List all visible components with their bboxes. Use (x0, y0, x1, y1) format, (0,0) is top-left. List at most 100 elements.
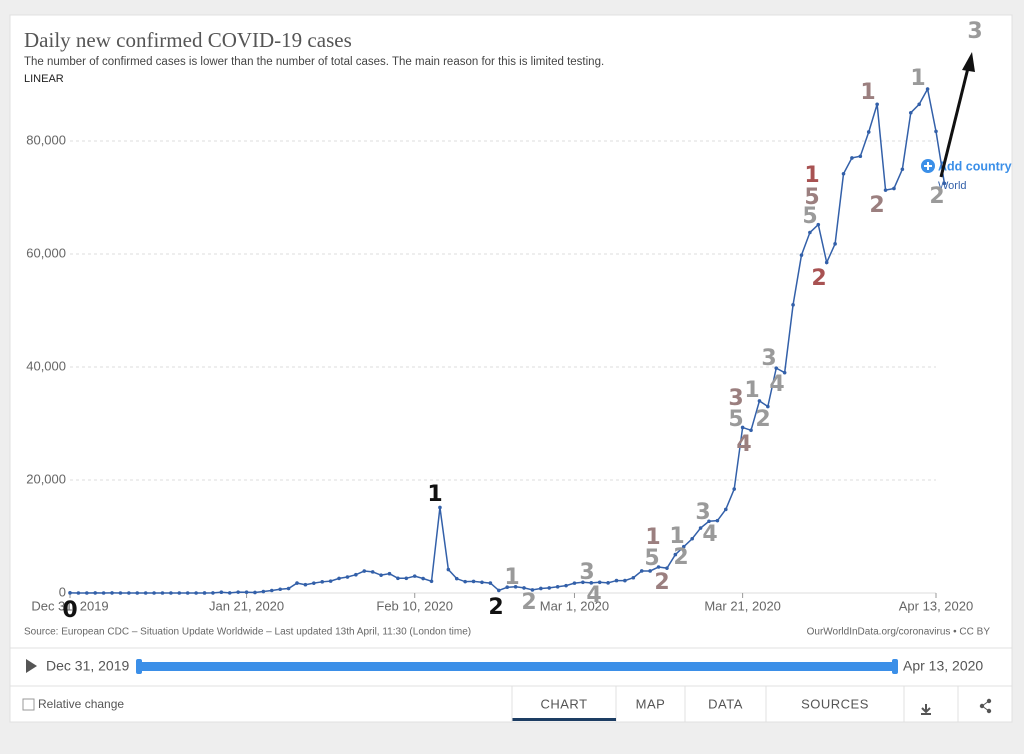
point (572, 581, 577, 585)
point (463, 579, 467, 584)
point (429, 579, 434, 584)
point (631, 575, 636, 580)
point (471, 579, 476, 584)
timeline-start: Dec 31, 2019 (46, 658, 129, 674)
point (648, 569, 652, 573)
annotation: 1 (910, 66, 925, 91)
x-tick-label: Jan 21, 2020 (209, 598, 284, 613)
y-tick-label: 40,000 (26, 358, 66, 373)
annotation: 5 (804, 185, 819, 210)
point (320, 580, 325, 584)
point (421, 576, 425, 581)
point (892, 186, 896, 191)
add-country[interactable]: Add country (938, 159, 1012, 173)
point (522, 586, 526, 590)
point (917, 102, 921, 107)
point (900, 167, 905, 172)
point (833, 242, 837, 246)
point (177, 591, 182, 595)
arrow-head (962, 52, 975, 72)
point (656, 565, 661, 569)
point (480, 580, 484, 585)
point (766, 404, 770, 409)
point (185, 591, 190, 595)
y-tick-label: 60,000 (26, 245, 66, 260)
point (227, 591, 232, 595)
add-icon-plus (924, 162, 932, 170)
annotation: 2 (929, 184, 944, 209)
point (93, 591, 98, 595)
relative-change[interactable]: Relative change (38, 697, 124, 711)
point (690, 536, 694, 541)
point (160, 591, 165, 595)
scale-toggle[interactable]: LINEAR (24, 73, 64, 85)
annotation: 2 (869, 193, 884, 218)
annotation: 5 (728, 407, 743, 432)
annotation: 4 (769, 372, 784, 397)
timeline-track[interactable] (138, 662, 896, 671)
point (883, 188, 888, 192)
x-tick-label: Feb 10, 2020 (376, 598, 453, 613)
point (791, 303, 795, 307)
point (698, 526, 703, 530)
y-tick-label: 0 (59, 584, 66, 599)
point (454, 576, 459, 581)
timeline-handle[interactable] (892, 659, 898, 674)
point (295, 581, 299, 585)
card (9, 14, 1013, 723)
point (219, 590, 224, 595)
point (261, 589, 266, 594)
tab[interactable]: SOURCES (801, 696, 869, 711)
annotation: 2 (673, 545, 688, 570)
point (774, 366, 779, 370)
point (547, 586, 552, 590)
point (286, 586, 291, 591)
point (312, 581, 316, 585)
point (665, 566, 669, 570)
annotation: 3 (579, 560, 594, 585)
point (925, 87, 930, 91)
tab[interactable]: MAP (636, 696, 666, 711)
point (934, 129, 938, 134)
timeline-end: Apr 13, 2020 (903, 658, 983, 674)
point (505, 585, 510, 590)
point (127, 591, 131, 595)
point (118, 591, 123, 595)
annotation-arrow (939, 67, 970, 178)
play-button[interactable] (26, 659, 37, 673)
point (379, 573, 383, 577)
annotation: 1 (669, 524, 684, 549)
share-icon[interactable] (979, 698, 992, 714)
timeline-handle[interactable] (136, 659, 142, 674)
point (135, 591, 140, 595)
point (799, 253, 804, 257)
point (370, 570, 375, 574)
annotation: 3 (967, 19, 982, 44)
point (194, 591, 198, 595)
point (143, 591, 148, 595)
tab[interactable]: DATA (708, 696, 743, 711)
checkbox[interactable] (22, 698, 35, 711)
point (875, 102, 879, 107)
point (597, 580, 602, 585)
point (412, 574, 417, 578)
x-tick-label: Mar 1, 2020 (540, 598, 609, 613)
point (673, 552, 678, 557)
point (354, 572, 358, 577)
point (278, 587, 282, 592)
point (581, 580, 585, 585)
tab[interactable]: CHART (540, 696, 587, 711)
point (253, 590, 257, 595)
annotation: 2 (755, 407, 770, 432)
point (244, 590, 249, 595)
point (345, 575, 350, 579)
download-icon[interactable] (921, 704, 931, 715)
annotation: 3 (695, 500, 710, 525)
point (681, 544, 686, 549)
annotation: 1 (744, 378, 759, 403)
point (539, 586, 543, 591)
point (362, 569, 367, 573)
point (564, 583, 568, 588)
point (110, 591, 114, 595)
